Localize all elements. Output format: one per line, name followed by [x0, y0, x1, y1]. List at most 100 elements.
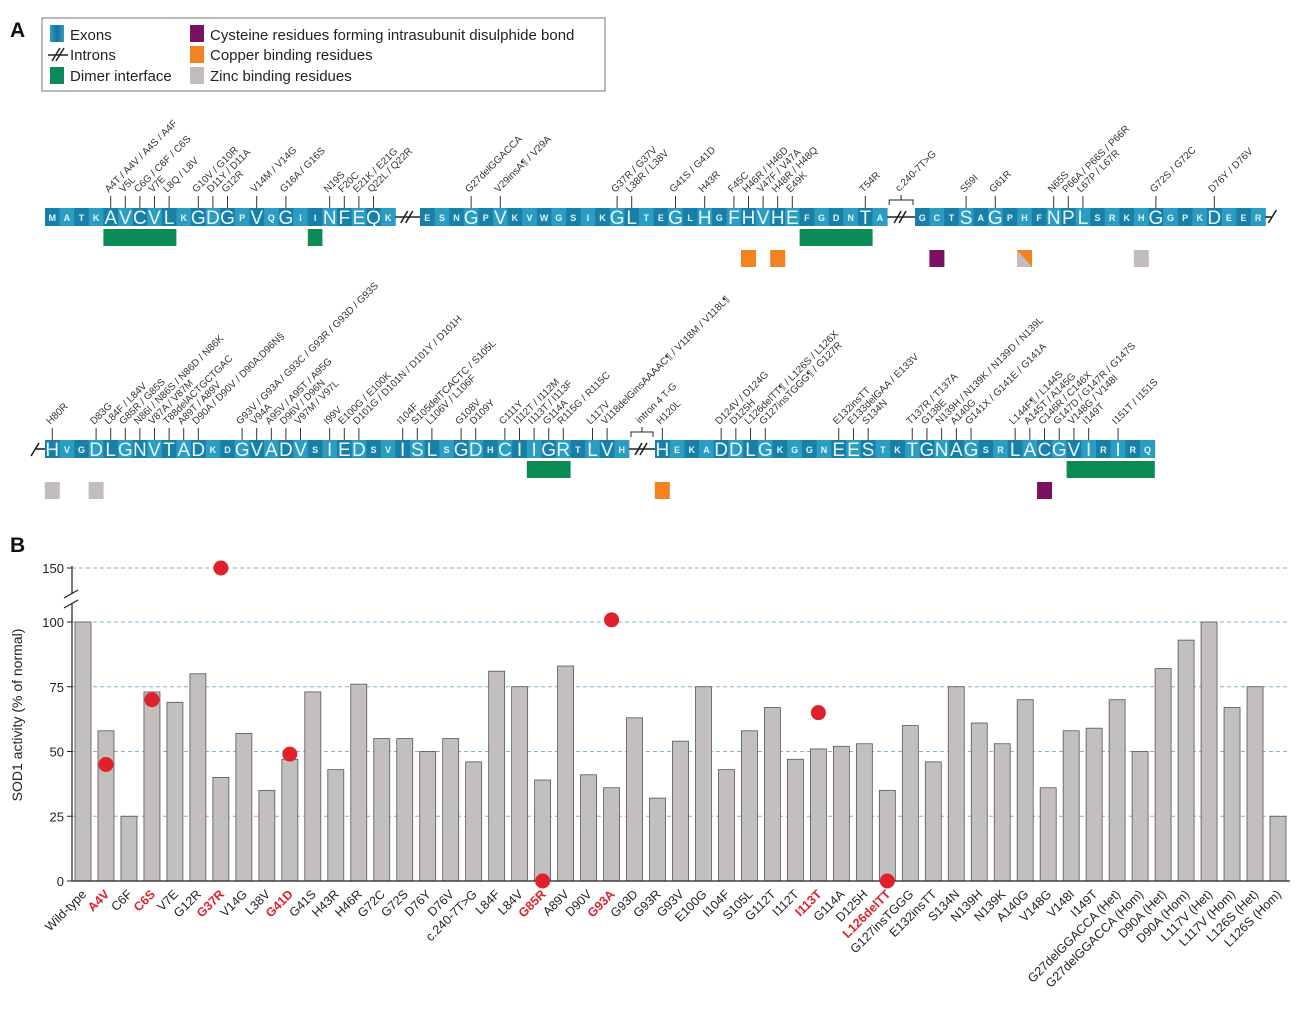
residue-cell	[929, 208, 945, 226]
residue-G33: G	[555, 213, 562, 223]
residue-cell	[293, 208, 309, 226]
residue-T137: T	[906, 440, 918, 461]
y-tick-label: 150	[42, 561, 64, 576]
bar-C6S	[143, 691, 161, 882]
residue-I112: I	[517, 440, 522, 461]
dimer-interface-bar	[526, 461, 571, 478]
residue-V94: V	[250, 440, 263, 461]
mutation-label: H43R	[697, 169, 723, 195]
residue-cell	[337, 440, 352, 458]
residue-E77: E	[1226, 213, 1232, 223]
residue-G73: G	[1167, 213, 1174, 223]
residue-D11: D	[206, 208, 220, 229]
residue-cell	[468, 440, 484, 458]
residue-F45: F	[728, 208, 740, 229]
residue-cell	[1110, 440, 1126, 458]
residue-cell	[993, 440, 1009, 458]
residue-cell	[351, 208, 367, 226]
residue-G37: G	[610, 208, 625, 229]
residue-E121: E	[674, 445, 680, 455]
residue-cell	[395, 440, 411, 458]
residue-E132: E	[832, 440, 845, 461]
bar-I104F	[718, 769, 735, 882]
residue-cell	[1192, 208, 1208, 226]
residue-cell	[293, 440, 309, 458]
residue-K91: K	[210, 445, 217, 455]
residue-cell	[74, 440, 90, 458]
residue-H71: H	[1138, 213, 1145, 223]
axis-break-icon	[63, 589, 79, 599]
panel-a-label: A	[10, 19, 25, 42]
residue-I17: I	[299, 213, 302, 223]
bar-V148G	[1039, 787, 1057, 882]
residue-S102: S	[370, 445, 376, 455]
residue-D92: D	[224, 445, 231, 455]
residue-G127: G	[758, 440, 773, 461]
residue-G56: G	[919, 213, 926, 223]
residue-cell	[147, 208, 163, 226]
residue-cell	[478, 208, 494, 226]
residue-V14: V	[250, 208, 263, 229]
bar-G112T	[764, 707, 781, 882]
legend-copper: Copper binding residues	[210, 47, 373, 64]
residue-E133: E	[847, 440, 860, 461]
dimer-interface-bar	[1066, 461, 1155, 478]
residue-cell	[772, 440, 788, 458]
residue-K122: K	[689, 445, 696, 455]
residue-cell	[493, 208, 508, 226]
residue-L84: L	[105, 440, 116, 461]
residue-cell	[59, 440, 75, 458]
legend-cysteine: Cysteine residues forming intrasubunit d…	[210, 27, 574, 44]
residue-A1: A	[64, 213, 71, 223]
residue-cell	[1163, 208, 1179, 226]
residue-E40: E	[658, 213, 664, 223]
mutation-label: S59I	[958, 173, 980, 195]
legend-introns: Introns	[70, 47, 116, 64]
residue-cell	[536, 208, 552, 226]
point-I113T	[810, 705, 826, 721]
residue-cell	[843, 208, 859, 226]
residue-N65: N	[1047, 208, 1061, 229]
bar-chart: 0255075100150Wild-typeA4VC6FC6SV7EG12RG3…	[42, 560, 1290, 990]
residue-G10: G	[191, 208, 206, 229]
residue-G147: G	[1052, 440, 1067, 461]
bar-N139H	[970, 722, 988, 882]
residue-E21: E	[353, 208, 366, 229]
residue-cell	[668, 208, 684, 226]
mutation-label: T54R	[858, 170, 883, 195]
bar-D90A (Het)	[1154, 668, 1172, 882]
residue-G82: G	[78, 445, 85, 455]
residue-N53: N	[847, 213, 854, 223]
residue-D125: D	[729, 440, 743, 461]
residue-cell	[1090, 208, 1106, 226]
residue-cell	[828, 208, 844, 226]
residue-cell	[802, 440, 818, 458]
y-tick-label: 50	[50, 745, 64, 760]
residue-cell	[988, 208, 1003, 226]
residue-cell	[264, 208, 279, 226]
residue-G51: G	[818, 213, 825, 223]
residue-cell	[453, 440, 469, 458]
residue-E100: E	[338, 440, 351, 461]
residue-R115: R	[556, 440, 570, 461]
bar-G27delGGACCA (Het)	[1108, 699, 1126, 882]
residue-cell	[1031, 208, 1047, 226]
residue-cell	[434, 208, 450, 226]
intron-variant-label: c.240-7T>G	[893, 149, 938, 194]
residue-I99: I	[327, 440, 332, 461]
residue-G85: G	[118, 440, 133, 461]
bar-D76Y	[419, 751, 437, 882]
residue-cell	[624, 208, 640, 226]
bar-L126S (Het)	[1246, 686, 1264, 882]
residue-D124: D	[714, 440, 728, 461]
residue-A95: A	[265, 440, 278, 461]
residue-V7: V	[148, 208, 161, 229]
residue-T54: T	[859, 208, 871, 229]
residue-K75: K	[1196, 213, 1203, 223]
residue-E78: E	[1240, 213, 1246, 223]
residue-cell	[118, 208, 133, 226]
residue-cell	[59, 208, 75, 226]
cysteine-marker	[929, 250, 945, 267]
residue-cell	[919, 440, 935, 458]
